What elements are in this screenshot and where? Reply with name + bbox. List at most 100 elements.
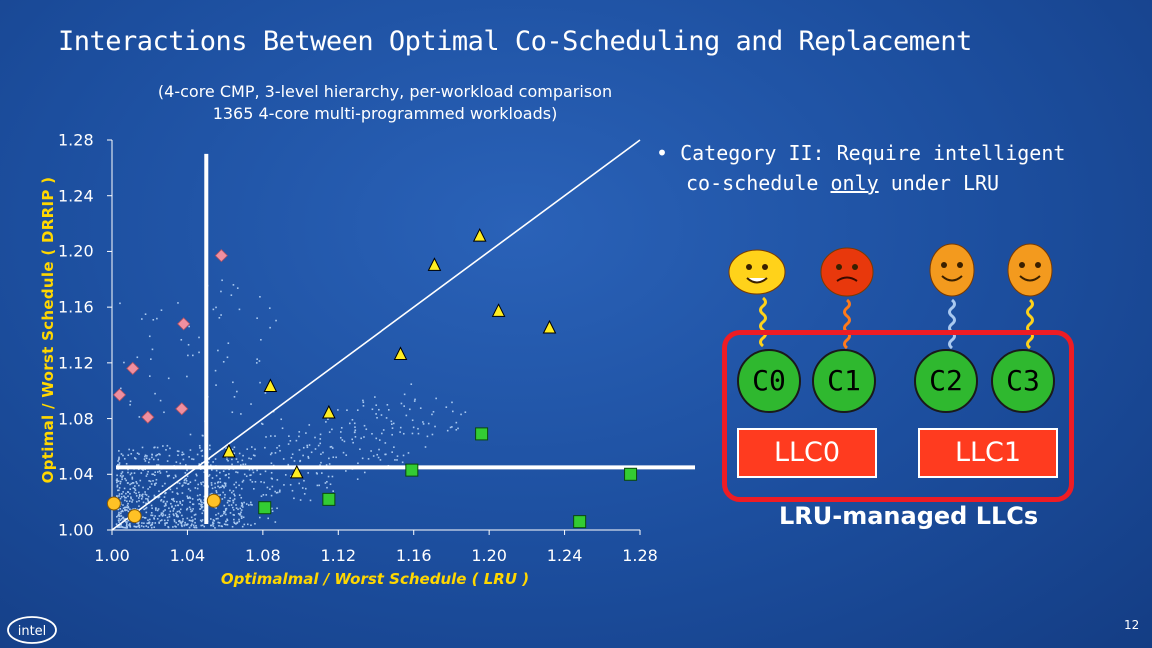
cloud-point — [145, 506, 148, 509]
core-link-squiggle — [759, 296, 767, 348]
cloud-point — [144, 313, 147, 316]
cloud-point — [151, 473, 154, 476]
cloud-point — [142, 486, 144, 489]
cloud-point — [187, 483, 189, 485]
cloud-point — [192, 519, 194, 521]
cloud-point — [125, 479, 128, 482]
cloud-point — [224, 483, 227, 486]
cloud-point — [136, 452, 139, 455]
core-link-squiggle — [843, 298, 851, 350]
cloud-point — [167, 519, 169, 522]
cloud-point — [160, 309, 163, 312]
cloud-point — [145, 475, 148, 477]
cloud-point — [144, 460, 147, 462]
cloud-point — [233, 522, 236, 525]
cloud-point — [289, 440, 292, 442]
cloud-point — [122, 516, 124, 519]
cloud-point — [293, 497, 295, 500]
cloud-point — [199, 499, 202, 501]
cloud-point — [248, 457, 250, 460]
cloud-point — [356, 409, 359, 411]
cloud-point — [220, 314, 222, 316]
cloud-point — [197, 499, 199, 501]
cloud-point — [120, 472, 123, 475]
cloud-point — [186, 517, 189, 520]
cloud-point — [261, 423, 264, 425]
cloud-point — [248, 468, 251, 471]
cloud-point — [222, 485, 225, 488]
cloud-point — [144, 491, 146, 493]
cloud-point — [203, 502, 205, 504]
cloud-point — [173, 519, 176, 521]
cloud-point — [353, 422, 356, 425]
cloud-point — [365, 428, 368, 431]
cloud-point — [147, 495, 150, 498]
cloud-point — [233, 396, 236, 398]
chart-subtitle: (4-core CMP, 3-level hierarchy, per-work… — [95, 81, 675, 125]
cloud-point — [200, 505, 202, 507]
cloud-point — [176, 487, 178, 490]
cloud-point — [239, 514, 241, 516]
cloud-point — [188, 526, 191, 529]
cloud-point — [122, 510, 124, 513]
cloud-point — [154, 484, 156, 486]
cloud-point — [127, 507, 130, 509]
cloud-point — [173, 500, 176, 503]
cloud-point — [232, 513, 235, 516]
cloud-point — [191, 458, 193, 460]
cloud-point — [276, 507, 278, 510]
slide-title: Interactions Between Optimal Co-Scheduli… — [58, 26, 972, 57]
cloud-point — [124, 521, 127, 523]
cloud-point — [288, 435, 290, 437]
cloud-point — [212, 308, 215, 311]
x-axis-label: Optimalmal / Worst Schedule ( LRU ) — [220, 570, 530, 588]
cloud-point — [260, 495, 263, 498]
cloud-point — [163, 411, 165, 414]
cloud-point — [276, 479, 279, 481]
cloud-point — [249, 501, 252, 504]
cloud-point — [235, 471, 237, 473]
cloud-point — [422, 421, 424, 423]
cloud-point — [155, 478, 158, 481]
cloud-point — [199, 519, 202, 522]
cloud-point — [221, 498, 224, 500]
cloud-point — [172, 477, 175, 479]
cloud-point — [217, 512, 220, 515]
cloud-point — [275, 319, 277, 322]
cloud-point — [122, 491, 124, 493]
cloud-point — [299, 460, 301, 463]
cloud-point — [117, 460, 119, 462]
circle-marker — [106, 496, 121, 511]
cloud-point — [271, 485, 274, 488]
cloud-point — [224, 520, 227, 523]
cloud-point — [460, 413, 462, 416]
y-tick-label: 1.12 — [58, 353, 94, 373]
cloud-point — [256, 469, 258, 472]
cloud-point — [173, 520, 176, 523]
cloud-point — [316, 484, 319, 487]
cloud-point — [217, 517, 219, 520]
cloud-point — [148, 461, 150, 464]
llc-1: LLC1 — [918, 428, 1058, 478]
cloud-point — [213, 519, 216, 522]
cloud-point — [349, 422, 351, 425]
cloud-point — [449, 426, 452, 429]
cloud-point — [161, 512, 164, 514]
cloud-point — [198, 498, 201, 500]
circle-marker — [127, 509, 142, 524]
x-tick-label: 1.12 — [320, 546, 357, 565]
cloud-point — [209, 493, 212, 496]
cloud-point — [148, 458, 151, 461]
cloud-point — [186, 523, 189, 525]
cloud-point — [385, 417, 388, 419]
cloud-point — [141, 446, 144, 449]
y-tick-label: 1.00 — [58, 520, 94, 540]
cloud-point — [410, 383, 413, 385]
cloud-point — [127, 502, 129, 505]
cloud-point — [371, 408, 374, 411]
cloud-point — [216, 481, 219, 484]
cloud-point — [207, 461, 210, 464]
cloud-point — [278, 444, 281, 447]
cloud-point — [152, 480, 154, 482]
cloud-point — [199, 447, 201, 449]
